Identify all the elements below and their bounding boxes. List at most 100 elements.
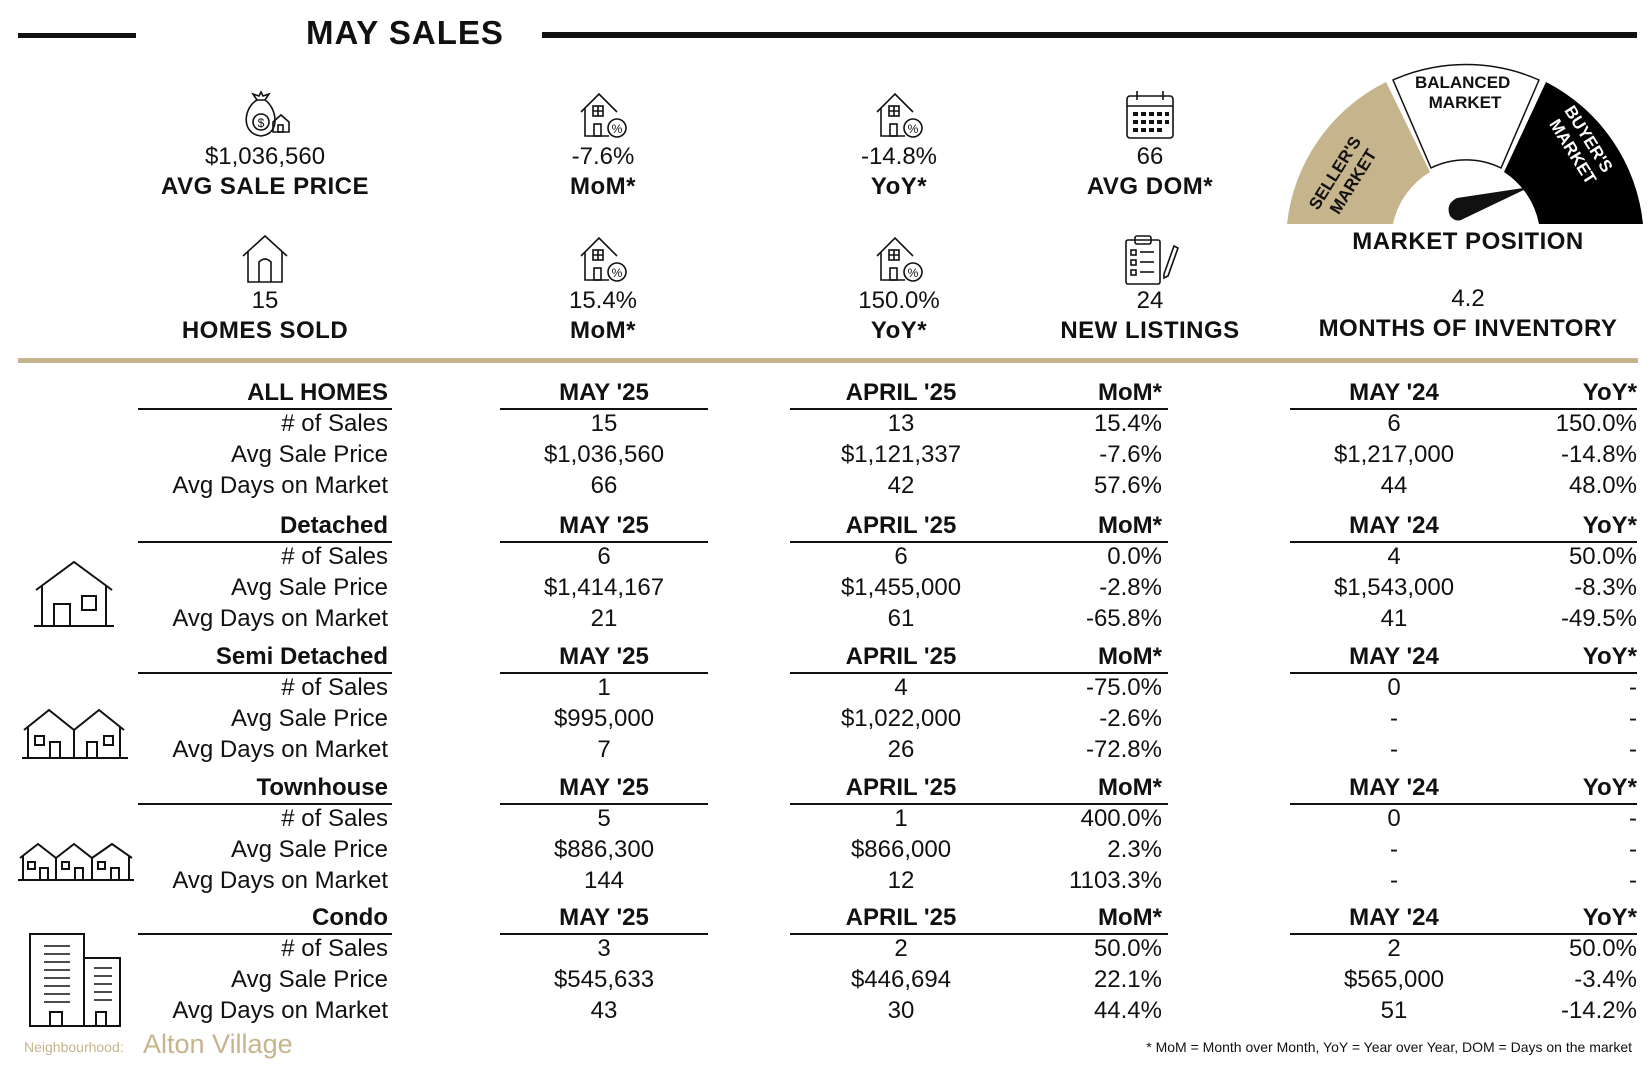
cell-current: 144 — [583, 867, 625, 894]
svg-text:%: % — [612, 122, 623, 136]
cell-yoy: - — [1629, 736, 1637, 763]
header-underline — [500, 408, 708, 410]
cell-yoy: -14.2% — [1560, 997, 1637, 1024]
cell-last-year: - — [1390, 867, 1398, 894]
cell-current: 3 — [597, 935, 611, 962]
seller-segment — [1287, 82, 1430, 224]
cell-previous: $1,121,337 — [840, 441, 962, 468]
house-icon — [242, 234, 288, 283]
stat-yoy-sales: % 150.0% YoY* — [734, 232, 1064, 346]
cell-mom: 44.4% — [1093, 997, 1162, 1024]
cell-yoy: - — [1629, 805, 1637, 832]
svg-text:$: $ — [258, 116, 265, 130]
cell-current: 5 — [597, 805, 611, 832]
cell-current: $886,300 — [553, 836, 655, 863]
cell-previous: 4 — [894, 674, 908, 701]
column-header-mom: MoM* — [1098, 904, 1162, 931]
neighbourhood-name: Alton Village — [143, 1029, 293, 1059]
cell-mom: -7.6% — [1099, 441, 1162, 468]
cell-previous: 26 — [887, 736, 915, 763]
cell-mom: 400.0% — [1080, 805, 1162, 832]
row-label: # of Sales — [281, 935, 388, 962]
divider-rule — [18, 358, 1638, 363]
header-underline — [790, 803, 1168, 805]
column-header-yoy: YoY* — [1582, 379, 1637, 406]
cell-last-year: $565,000 — [1343, 966, 1445, 993]
market-position-gauge: SELLER'S MARKET BALANCED MARKET BUYER'S … — [1287, 63, 1643, 224]
row-label: Avg Sale Price — [231, 574, 388, 601]
header-underline — [500, 933, 708, 935]
cell-previous: 6 — [894, 543, 908, 570]
cell-previous: $1,022,000 — [840, 705, 962, 732]
stat-label: MoM* — [570, 317, 636, 344]
row-label: Avg Sale Price — [231, 966, 388, 993]
cell-last-year: - — [1390, 836, 1398, 863]
stat-label: MONTHS OF INVENTORY — [1318, 315, 1618, 342]
cell-current: 6 — [597, 543, 611, 570]
header-underline — [500, 541, 708, 543]
cell-yoy: 50.0% — [1568, 543, 1637, 570]
column-header-mom: MoM* — [1098, 512, 1162, 539]
stat-new-listings: 24 NEW LISTINGS — [985, 232, 1315, 346]
house-percent-icon: % — [876, 236, 923, 282]
stat-label: HOMES SOLD — [181, 317, 349, 344]
header-underline — [1290, 541, 1637, 543]
cell-mom: -72.8% — [1085, 736, 1162, 763]
column-header-mom: MoM* — [1098, 379, 1162, 406]
cell-last-year: 4 — [1387, 543, 1401, 570]
stat-label: YoY* — [870, 317, 928, 344]
cell-yoy: 150.0% — [1555, 410, 1637, 437]
cell-last-year: $1,543,000 — [1333, 574, 1455, 601]
column-header-last-year: MAY '24 — [1349, 904, 1439, 931]
column-header-previous: APRIL '25 — [845, 512, 957, 539]
section-title: ALL HOMES — [247, 379, 388, 406]
cell-previous: 12 — [887, 867, 915, 894]
cell-previous: $446,694 — [850, 966, 952, 993]
svg-text:%: % — [908, 122, 919, 136]
svg-text:%: % — [612, 266, 623, 280]
cell-mom: -2.6% — [1099, 705, 1162, 732]
column-header-previous: APRIL '25 — [845, 643, 957, 670]
cell-current: 1 — [597, 674, 611, 701]
townhouse-icon — [18, 842, 134, 881]
cell-last-year: 6 — [1387, 410, 1401, 437]
stat-mom-sales: % 15.4% MoM* — [438, 232, 768, 346]
column-header-current: MAY '25 — [559, 774, 649, 801]
row-label: Avg Days on Market — [172, 605, 388, 632]
header-underline — [1290, 803, 1637, 805]
column-header-yoy: YoY* — [1582, 774, 1637, 801]
cell-previous: 61 — [887, 605, 915, 632]
section-title: Detached — [279, 512, 388, 539]
stat-label: YoY* — [870, 173, 928, 200]
column-header-previous: APRIL '25 — [845, 379, 957, 406]
stat-label: AVG SALE PRICE — [161, 173, 369, 200]
cell-yoy: -8.3% — [1574, 574, 1637, 601]
cell-current: 15 — [590, 410, 618, 437]
stat-avg-dom: 66 AVG DOM* — [985, 88, 1315, 202]
column-header-yoy: YoY* — [1582, 904, 1637, 931]
balanced-label-line2: MARKET — [1429, 93, 1502, 112]
row-label: Avg Days on Market — [172, 736, 388, 763]
row-label: Avg Sale Price — [231, 836, 388, 863]
calendar-icon — [1126, 91, 1174, 139]
row-label: # of Sales — [281, 805, 388, 832]
header-underline — [138, 541, 392, 543]
cell-previous: 42 — [887, 472, 915, 499]
stat-value: 150.0% — [858, 287, 940, 314]
stat-value: -14.8% — [860, 143, 938, 170]
cell-mom: -75.0% — [1085, 674, 1162, 701]
cell-previous: 30 — [887, 997, 915, 1024]
column-header-last-year: MAY '24 — [1349, 774, 1439, 801]
row-label: # of Sales — [281, 410, 388, 437]
cell-yoy: - — [1629, 705, 1637, 732]
column-header-last-year: MAY '24 — [1349, 643, 1439, 670]
cell-current: $545,633 — [553, 966, 655, 993]
stat-label: AVG DOM* — [1086, 173, 1214, 200]
cell-current: 43 — [590, 997, 618, 1024]
balanced-label-line1: BALANCED — [1415, 73, 1510, 92]
header-underline — [500, 803, 708, 805]
column-header-mom: MoM* — [1098, 643, 1162, 670]
stat-value: 4.2 — [1451, 285, 1485, 312]
cell-previous: 13 — [887, 410, 915, 437]
cell-last-year: 2 — [1387, 935, 1401, 962]
